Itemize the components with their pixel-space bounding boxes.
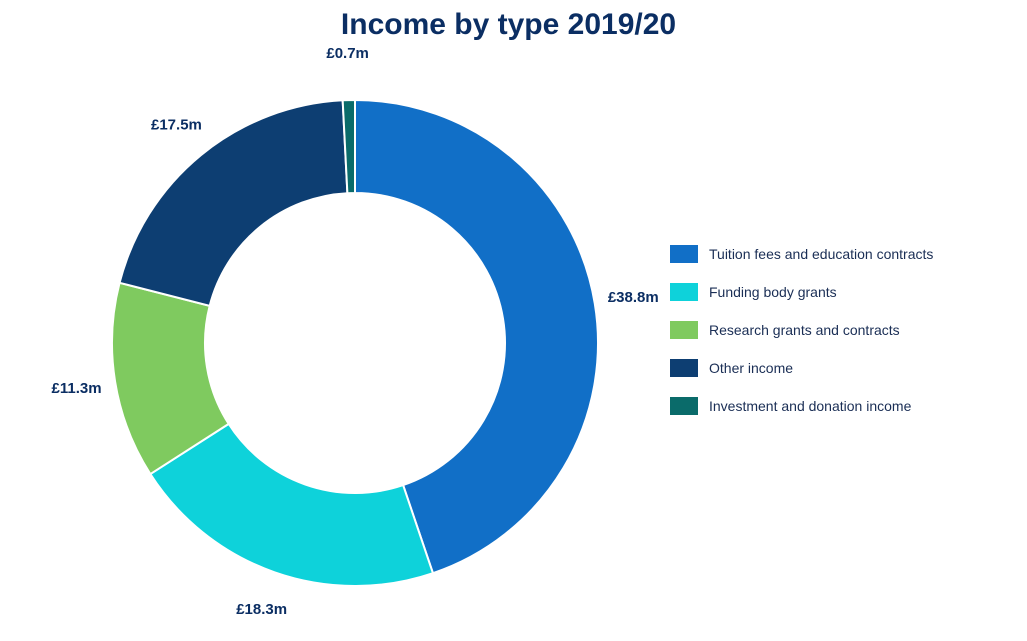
legend-label: Funding body grants <box>709 284 837 300</box>
slice-value-label: £38.8m <box>608 289 659 306</box>
slice-value-label: £0.7m <box>326 45 369 62</box>
donut-slice <box>118 99 349 308</box>
donut-slice <box>148 422 435 587</box>
legend: Tuition fees and education contracts Fun… <box>670 235 933 425</box>
legend-label: Investment and donation income <box>709 398 912 414</box>
chart-title: Income by type 2019/20 <box>340 8 677 41</box>
legend-item: Investment and donation income <box>670 387 933 425</box>
legend-item: Other income <box>670 349 933 387</box>
legend-label: Other income <box>709 360 794 376</box>
legend-swatch <box>670 321 698 339</box>
legend-swatch <box>670 359 698 377</box>
slice-value-label: £18.3m <box>236 601 287 618</box>
legend-label: Tuition fees and education contracts <box>709 246 934 262</box>
legend-swatch <box>670 245 698 263</box>
legend-item: Tuition fees and education contracts <box>670 235 933 273</box>
slice-value-label: £11.3m <box>52 380 102 397</box>
legend-label: Research grants and contracts <box>709 322 900 338</box>
legend-swatch <box>670 283 698 301</box>
donut-slice <box>354 98 599 575</box>
slice-value-label: £17.5m <box>151 117 202 134</box>
legend-item: Funding body grants <box>670 273 933 311</box>
legend-swatch <box>670 397 698 415</box>
donut-slice <box>341 98 356 195</box>
legend-item: Research grants and contracts <box>670 311 933 349</box>
